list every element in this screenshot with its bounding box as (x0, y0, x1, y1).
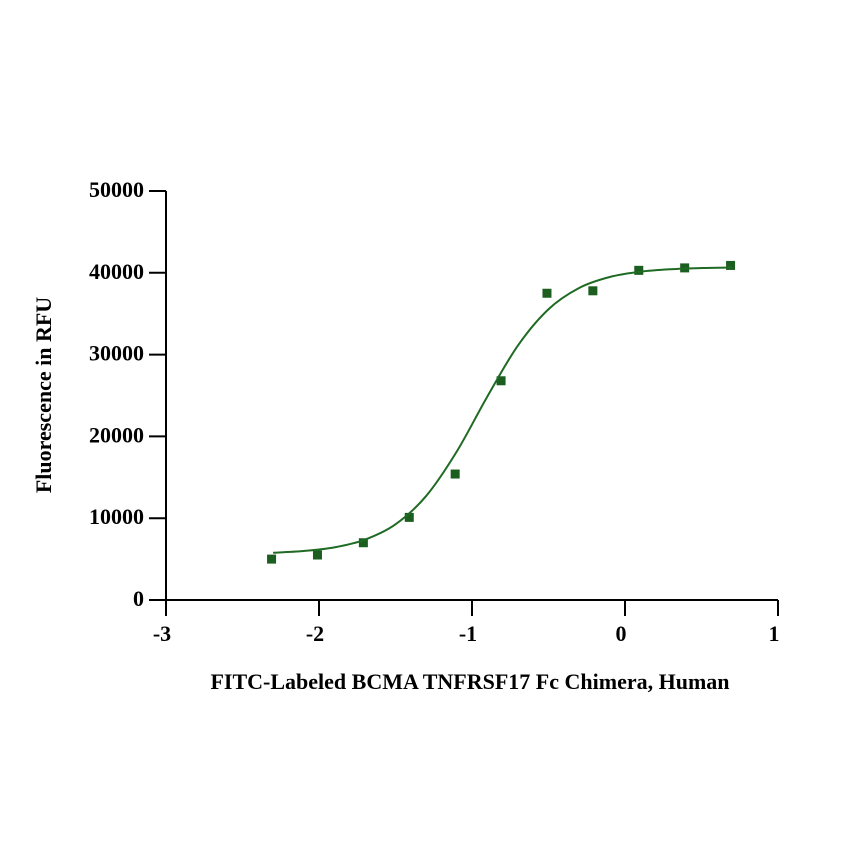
data-point (726, 260, 736, 270)
data-point (588, 286, 598, 296)
data-point (634, 265, 644, 275)
x-tick-label: 1 (769, 621, 780, 646)
y-tick-label: 50000 (89, 177, 144, 202)
data-point (496, 376, 506, 386)
data-point (312, 550, 322, 560)
y-axis-label: Fluorescence in RFU (31, 297, 56, 493)
data-point (542, 288, 552, 298)
y-tick-label: 0 (133, 586, 144, 611)
y-tick-label: 30000 (89, 341, 144, 366)
x-tick-label: 0 (616, 621, 627, 646)
data-point (404, 512, 414, 522)
y-tick-label: 10000 (89, 504, 144, 529)
data-point (267, 554, 277, 564)
x-axis-label: FITC-Labeled BCMA TNFRSF17 Fc Chimera, H… (210, 669, 729, 694)
data-point (450, 469, 460, 479)
fit-curve (273, 266, 733, 554)
x-tick-label: -2 (306, 621, 324, 646)
x-tick-label: -1 (459, 621, 477, 646)
x-tick-label: -3 (153, 621, 171, 646)
y-tick-label: 20000 (89, 422, 144, 447)
y-tick-label: 40000 (89, 259, 144, 284)
data-point (358, 538, 368, 548)
